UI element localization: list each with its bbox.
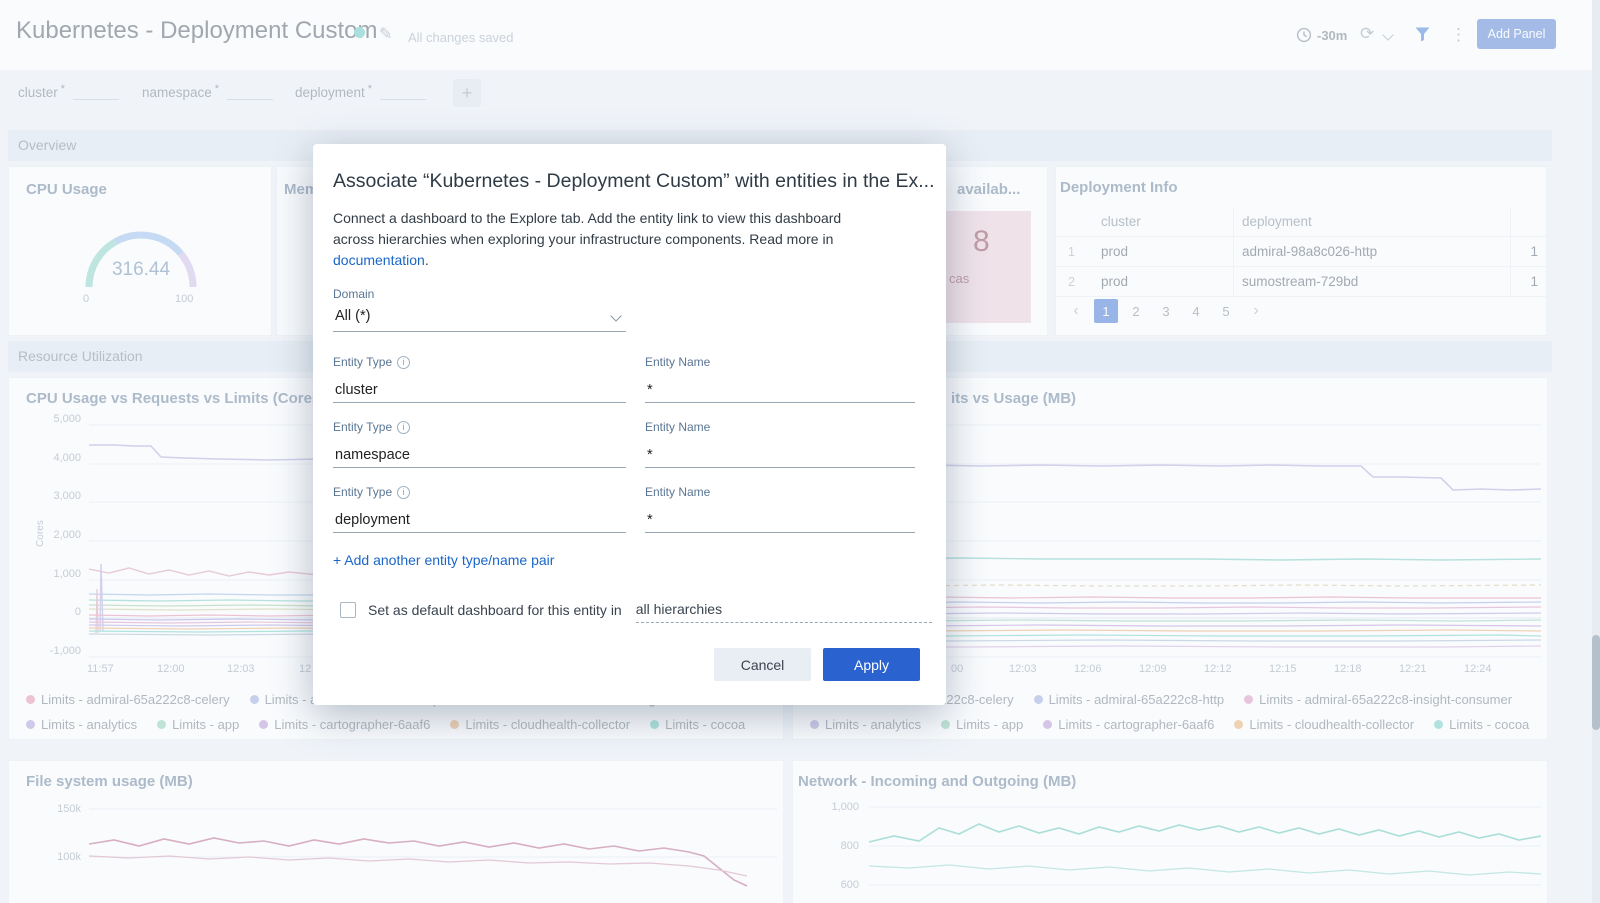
scrollbar-track[interactable] (1592, 0, 1600, 903)
apply-button[interactable]: Apply (823, 648, 920, 681)
domain-selected-value: All (*) (335, 308, 371, 324)
entity-type-input[interactable] (333, 442, 626, 468)
entity-name-input[interactable] (645, 507, 915, 533)
entity-name-input[interactable] (645, 377, 915, 403)
entity-name-label: Entity Name (645, 420, 711, 434)
add-entity-pair-link[interactable]: + Add another entity type/name pair (333, 552, 555, 568)
domain-label: Domain (333, 287, 375, 301)
cancel-button[interactable]: Cancel (714, 648, 811, 681)
info-icon[interactable]: i (397, 355, 411, 369)
dialog-description: Connect a dashboard to the Explore tab. … (333, 208, 885, 271)
entity-name-input[interactable] (645, 442, 915, 468)
info-icon[interactable]: i (397, 420, 411, 434)
documentation-link[interactable]: documentation (333, 252, 425, 268)
description-period: . (424, 252, 429, 268)
entity-name-label: Entity Name (645, 355, 711, 369)
dialog-title: Associate “Kubernetes - Deployment Custo… (333, 170, 933, 192)
label-text: Entity Type (333, 485, 393, 499)
domain-select[interactable]: All (*) (333, 304, 626, 332)
entity-type-input[interactable] (333, 377, 626, 403)
entity-name-label: Entity Name (645, 485, 711, 499)
hierarchies-select[interactable]: all hierarchies (635, 602, 932, 623)
entity-type-label: Entity Type i (333, 420, 411, 434)
description-text: Connect a dashboard to the Explore tab. … (333, 210, 842, 247)
scrollbar-thumb[interactable] (1592, 635, 1600, 730)
default-dashboard-checkbox[interactable] (340, 602, 356, 618)
associate-entities-dialog: Associate “Kubernetes - Deployment Custo… (313, 144, 946, 705)
label-text: Entity Type (333, 355, 393, 369)
info-icon[interactable]: i (397, 485, 411, 499)
default-dashboard-label: Set as default dashboard for this entity… (368, 602, 622, 618)
entity-type-label: Entity Type i (333, 355, 411, 369)
default-dashboard-row: Set as default dashboard for this entity… (340, 602, 932, 623)
entity-type-label: Entity Type i (333, 485, 411, 499)
entity-type-input[interactable] (333, 507, 626, 533)
chevron-down-icon (610, 310, 622, 322)
label-text: Entity Type (333, 420, 393, 434)
